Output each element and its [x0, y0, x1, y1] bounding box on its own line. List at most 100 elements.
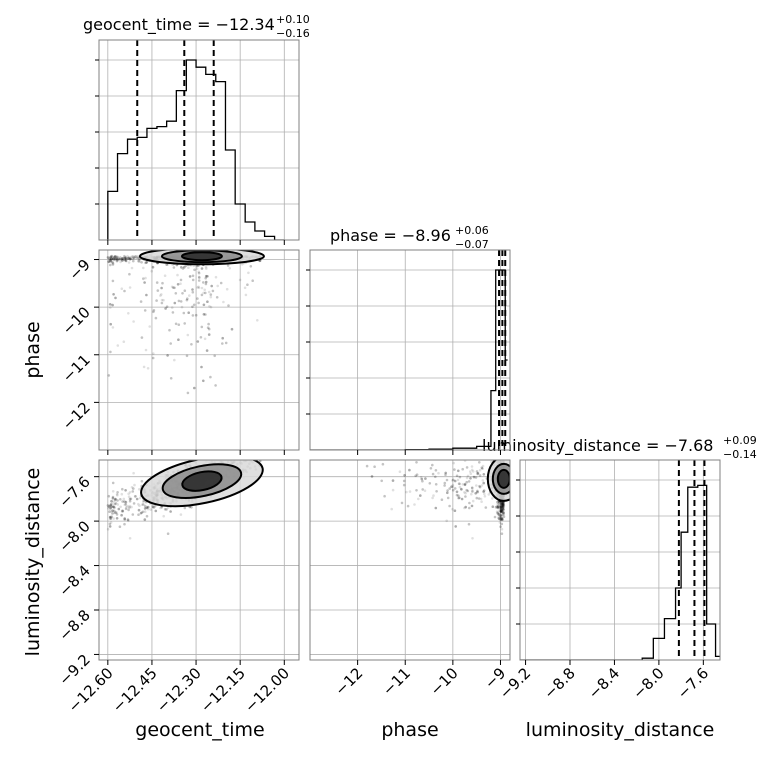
scatter-point [231, 455, 234, 458]
scatter-point [121, 493, 124, 496]
scatter-point [259, 457, 262, 460]
scatter-point [186, 297, 189, 300]
scatter-point [128, 273, 131, 276]
scatter-point [112, 263, 115, 266]
scatter-point [152, 266, 155, 269]
scatter-point [424, 489, 427, 492]
scatter-point [114, 511, 117, 514]
scatter-point [120, 258, 123, 261]
scatter-point [486, 456, 489, 459]
scatter-point [403, 484, 406, 487]
scatter-point [443, 484, 446, 487]
scatter-point [125, 260, 128, 263]
scatter-point [429, 482, 432, 485]
scatter-point [187, 457, 190, 460]
scatter-point [164, 274, 167, 277]
scatter-point [246, 454, 249, 457]
scatter-point [201, 294, 204, 297]
scatter-point [138, 504, 141, 507]
scatter-point [169, 510, 172, 513]
scatter-point [415, 489, 418, 492]
scatter-point [245, 453, 248, 456]
scatter-point [109, 256, 112, 259]
scatter-point [202, 380, 205, 383]
scatter-point [132, 255, 135, 258]
scatter-point [194, 456, 197, 459]
scatter-point [222, 301, 225, 304]
scatter-point [500, 457, 503, 460]
scatter-point [141, 336, 144, 339]
scatter-point [142, 267, 145, 270]
scatter-point [109, 264, 112, 267]
ylabel-phase: phase [22, 321, 44, 378]
scatter-point [212, 457, 215, 460]
scatter-point [175, 323, 178, 326]
scatter-point [191, 288, 194, 291]
scatter-point [113, 503, 116, 506]
scatter-point [502, 457, 505, 460]
scatter-point [401, 502, 404, 505]
scatter-point [483, 493, 486, 496]
grid-layer [99, 40, 720, 660]
scatter-point [180, 300, 183, 303]
scatter-point [466, 477, 469, 480]
scatter-point [119, 525, 122, 528]
scatter-point [111, 509, 114, 512]
scatter-point [112, 496, 115, 499]
scatter-point [129, 537, 132, 540]
scatter-point [491, 497, 494, 500]
scatter-point [207, 326, 210, 329]
scatter-point [464, 495, 467, 498]
scatter-point [453, 468, 456, 471]
scatter-point [136, 498, 139, 501]
scatter-point [155, 317, 158, 320]
scatter-point [157, 289, 160, 292]
scatter-point [201, 326, 204, 329]
scatter-point [208, 333, 211, 336]
scatter-point [205, 275, 208, 278]
scatter-point [112, 293, 115, 296]
scatter-point [382, 463, 385, 466]
scatter-point [152, 505, 155, 508]
scatter-point [197, 302, 200, 305]
scatter-point [221, 342, 224, 345]
scatter-point [214, 457, 217, 460]
xlabel-phase: phase [381, 719, 438, 741]
scatter-point [125, 501, 128, 504]
scatter-point [197, 453, 200, 456]
scatter-point [502, 457, 505, 460]
scatter-point [116, 517, 119, 520]
scatter-point [444, 482, 447, 485]
scatter-point [192, 314, 195, 317]
scatter-point [476, 497, 479, 500]
scatter-point [128, 261, 131, 264]
scatter-point [472, 470, 475, 473]
scatter-point [472, 500, 475, 503]
scatter-point [155, 299, 158, 302]
scatter-point [128, 495, 131, 498]
scatter-point [494, 516, 497, 519]
scatter-point [205, 281, 208, 284]
scatter-point [246, 283, 249, 286]
scatter-point [155, 510, 158, 513]
scatter-point [239, 279, 242, 282]
scatter-point [206, 349, 209, 352]
scatter-point [227, 304, 230, 307]
scatter-point [256, 319, 259, 322]
scatter-point [250, 265, 253, 268]
scatter-point [203, 289, 206, 292]
scatter-point [112, 506, 115, 509]
scatter-point [456, 475, 459, 478]
scatter-point [187, 334, 190, 337]
scatter-point [452, 489, 455, 492]
scatter-point [127, 509, 130, 512]
scatter-point [484, 495, 487, 498]
scatter-point [123, 498, 126, 501]
scatter-point [108, 510, 111, 513]
scatter-point [123, 290, 126, 293]
scatter-point [109, 306, 112, 309]
scatter-point [285, 466, 288, 469]
scatter-point [194, 456, 197, 459]
scatter-point [259, 457, 262, 460]
scatter-point [413, 503, 416, 506]
